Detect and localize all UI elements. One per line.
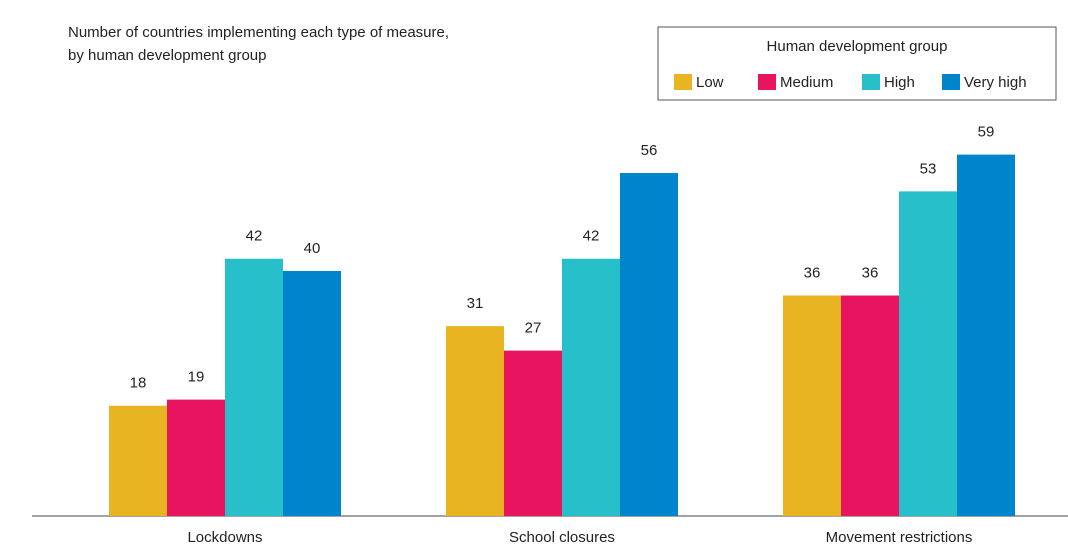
legend-swatch	[758, 74, 776, 90]
bar	[283, 271, 341, 516]
x-tick-label: Movement restrictions	[826, 529, 973, 546]
bar	[620, 173, 678, 516]
value-label: 31	[467, 295, 484, 312]
value-label: 56	[641, 142, 658, 159]
legend-label: Very high	[964, 74, 1027, 91]
bar	[109, 405, 167, 516]
bar	[225, 258, 283, 516]
value-label: 36	[862, 264, 879, 281]
legend-box	[657, 26, 1057, 101]
bar	[841, 295, 899, 516]
value-label: 59	[978, 124, 995, 141]
value-label: 19	[188, 369, 205, 386]
legend-swatch	[674, 74, 692, 90]
legend-label: Medium	[780, 74, 833, 91]
x-tick-label: Lockdowns	[187, 529, 262, 546]
value-label: 53	[920, 160, 937, 177]
value-label: 40	[304, 240, 321, 257]
legend-swatch	[942, 74, 960, 90]
bar	[783, 295, 841, 516]
value-label: 42	[583, 228, 600, 245]
legend-swatch	[862, 74, 880, 90]
bar	[957, 154, 1015, 516]
chart-subtitle: by human development group	[68, 47, 266, 64]
bar	[899, 191, 957, 516]
value-label: 18	[130, 375, 147, 392]
value-label: 36	[804, 264, 821, 281]
x-tick-label: School closures	[509, 529, 615, 546]
value-label: 27	[525, 320, 542, 337]
value-label: 42	[246, 228, 263, 245]
legend-title: Human development group	[767, 38, 948, 55]
bar	[167, 399, 225, 516]
bar	[562, 258, 620, 516]
legend-label: High	[884, 74, 915, 91]
bar	[446, 326, 504, 516]
bar	[504, 350, 562, 516]
legend-label: Low	[696, 74, 724, 91]
chart-title: Number of countries implementing each ty…	[68, 24, 449, 41]
